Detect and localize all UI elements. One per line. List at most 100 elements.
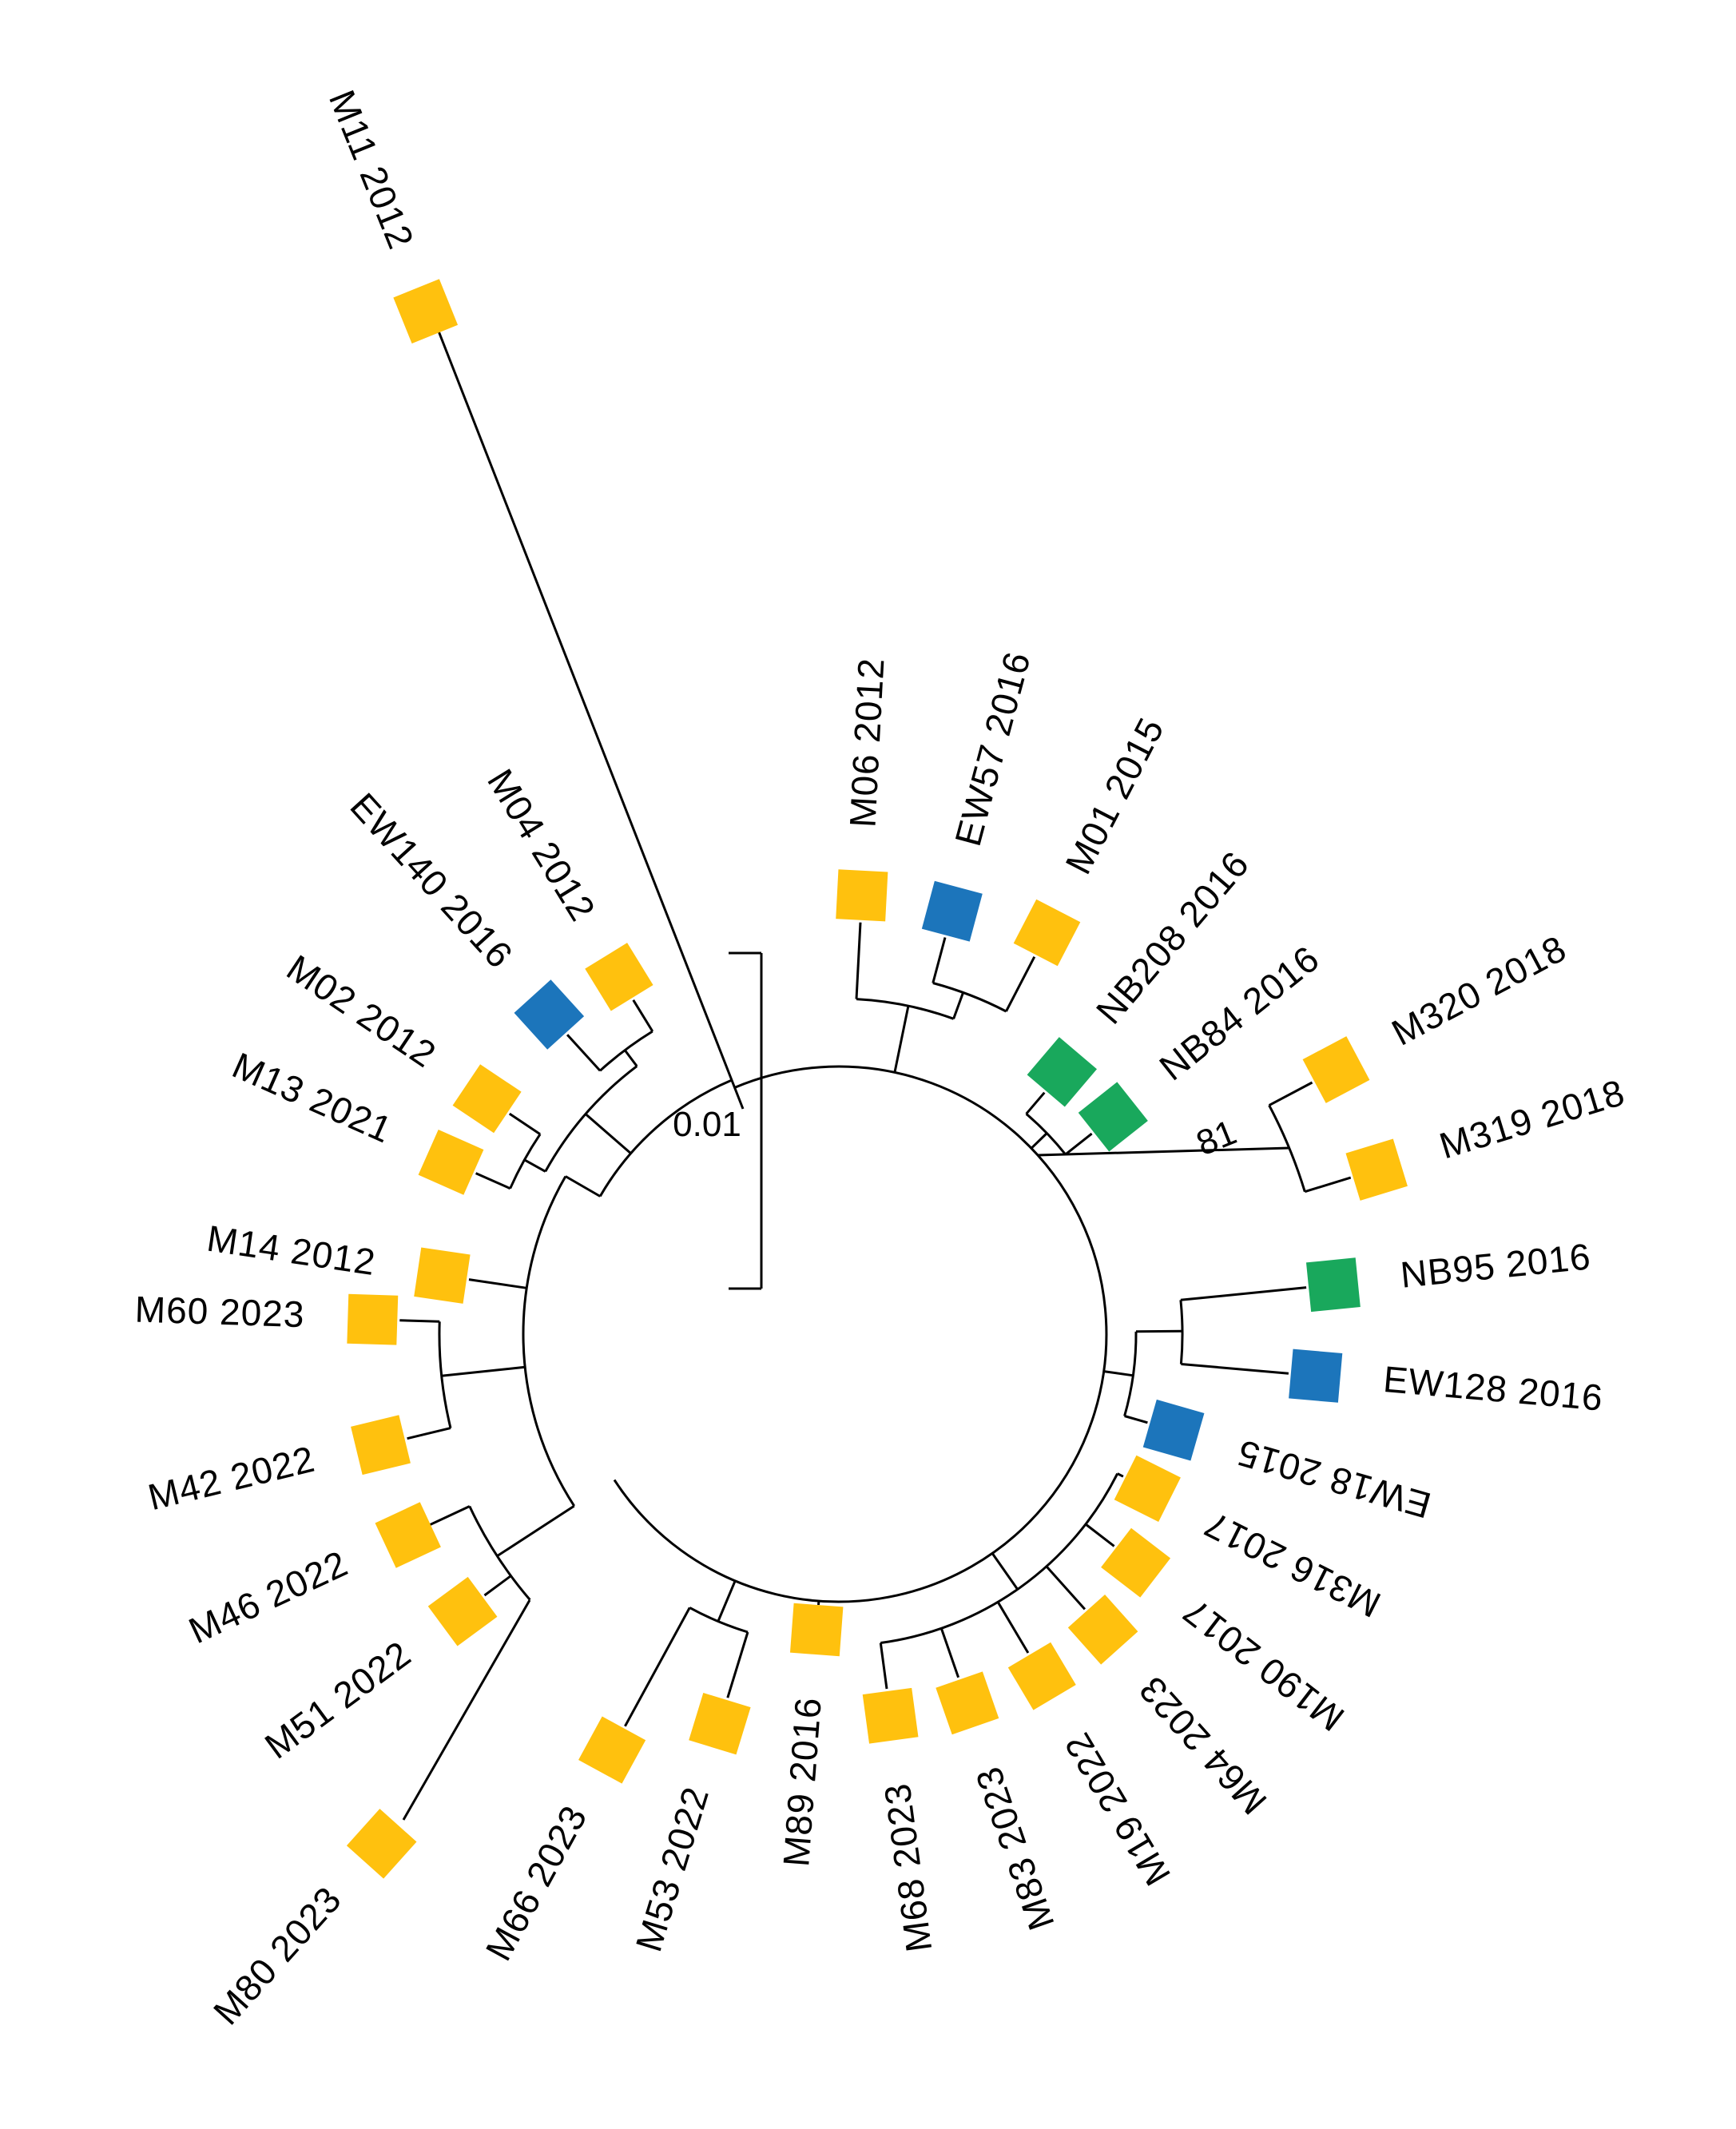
- branch-radial: [991, 1552, 1019, 1591]
- tip-square: [375, 1502, 441, 1568]
- branch-radial: [1124, 1415, 1148, 1424]
- tip-label: M64 2023: [1130, 1668, 1274, 1822]
- branch-radial: [496, 1504, 575, 1558]
- tip-label: M316 2017: [1198, 1503, 1387, 1627]
- tip-square: [1305, 1257, 1361, 1313]
- tip-label: NB95 2016: [1399, 1235, 1593, 1295]
- tip-square: [1027, 1037, 1097, 1107]
- tip-square: [1067, 1595, 1138, 1665]
- tip-square: [452, 1064, 522, 1134]
- branch-radial: [1103, 1370, 1134, 1377]
- branch-radial: [726, 1631, 749, 1698]
- branch-line: [1037, 1146, 1290, 1157]
- branch-arc: [522, 1175, 575, 1507]
- tip-square: [414, 1247, 471, 1304]
- tip-square: [1345, 1138, 1408, 1201]
- tip-square: [789, 1603, 844, 1657]
- branch-radial: [585, 1113, 632, 1154]
- tip-label: M51 2022: [257, 1633, 419, 1767]
- branch-line: [893, 1005, 910, 1073]
- tip-label: M319 2018: [1435, 1071, 1630, 1167]
- tip-square: [1142, 1399, 1205, 1461]
- branch-radial: [566, 1034, 602, 1072]
- branch-radial: [855, 922, 862, 999]
- tip-label: M320 2018: [1384, 927, 1573, 1053]
- branch-lines: [399, 328, 1352, 1821]
- tip-label: EW128 2016: [1381, 1358, 1604, 1419]
- branch-radial: [940, 1627, 960, 1678]
- tip-square: [1078, 1082, 1148, 1152]
- scale-bar: 0.01: [673, 951, 763, 1290]
- tip-square: [418, 1129, 484, 1195]
- tip-label: EW57 2016: [947, 647, 1039, 850]
- tip-square: [427, 1576, 498, 1646]
- branch-radial: [565, 1175, 601, 1198]
- tip-label: M83 2023: [967, 1762, 1063, 1936]
- branch-radial: [523, 1158, 546, 1173]
- tip-square: [514, 979, 585, 1050]
- branch-radial: [1135, 1329, 1183, 1333]
- tip-label: M04 2012: [479, 762, 604, 928]
- tip-label: M42 2022: [144, 1438, 319, 1519]
- tip-label: M19 2022: [1056, 1726, 1178, 1893]
- branch-radial: [1268, 1081, 1313, 1106]
- branch-arc: [613, 1065, 1108, 1603]
- branch-radial: [508, 1112, 541, 1135]
- branch-radial: [428, 1505, 471, 1527]
- tip-label: M13 2021: [226, 1044, 398, 1151]
- tip-square: [347, 1293, 399, 1345]
- bootstrap-value-label: 81: [1191, 1113, 1242, 1164]
- tip-label: M46 2022: [182, 1542, 354, 1651]
- branch-radial: [1025, 1091, 1046, 1115]
- branch-radial: [1005, 956, 1036, 1012]
- tip-label: M53 2022: [627, 1781, 717, 1956]
- branch-radial: [1064, 1132, 1093, 1156]
- tip-label: M66 2023: [477, 1798, 594, 1968]
- branch-radial: [879, 1642, 888, 1690]
- branch-radial: [624, 1049, 638, 1067]
- branch-radial: [624, 1607, 691, 1727]
- tip-square: [1114, 1455, 1181, 1522]
- tip-square: [393, 279, 459, 344]
- branch-line: [402, 1599, 531, 1821]
- tip-square: [1101, 1527, 1171, 1598]
- tip-square: [1302, 1036, 1370, 1103]
- tip-label: M06 2012: [841, 657, 892, 828]
- branch-radial: [1180, 1286, 1307, 1301]
- branch-radial: [1304, 1176, 1352, 1194]
- branch-radial: [952, 991, 965, 1019]
- tip-label: EW18 2015: [1233, 1432, 1436, 1527]
- tip-label: M68 2023: [876, 1781, 940, 1955]
- tip-square: [836, 869, 888, 922]
- branch-arc: [856, 998, 955, 1020]
- tip-label: M89 2016: [775, 1695, 829, 1868]
- branch-radial: [475, 1172, 511, 1190]
- tip-label: M80 2023: [205, 1878, 350, 2032]
- tip-square: [936, 1671, 999, 1735]
- branch-radial: [399, 1319, 440, 1323]
- branch-radial: [483, 1575, 512, 1597]
- branch-arc: [932, 982, 1007, 1013]
- tip-square: [1013, 899, 1081, 967]
- tip-label: EW140 2016: [342, 785, 521, 976]
- branch-radial: [932, 937, 947, 983]
- tip-square: [346, 1809, 417, 1879]
- branch-radial: [1030, 1132, 1048, 1150]
- branch-arc: [598, 1079, 732, 1198]
- tip-label: M01 2015: [1057, 711, 1172, 881]
- branch-radial: [441, 1365, 526, 1377]
- branch-line: [436, 328, 745, 1110]
- branch-radial: [1181, 1363, 1289, 1375]
- branch-radial: [468, 1278, 527, 1289]
- tip-square: [578, 1716, 646, 1784]
- tip-label: M14 2012: [205, 1217, 379, 1284]
- tip-label: M02 2012: [280, 947, 444, 1075]
- tip-square: [585, 943, 653, 1011]
- tip-square: [921, 880, 983, 942]
- branch-radial: [717, 1580, 737, 1623]
- branch-radial: [1045, 1565, 1086, 1611]
- tip-square: [689, 1692, 751, 1755]
